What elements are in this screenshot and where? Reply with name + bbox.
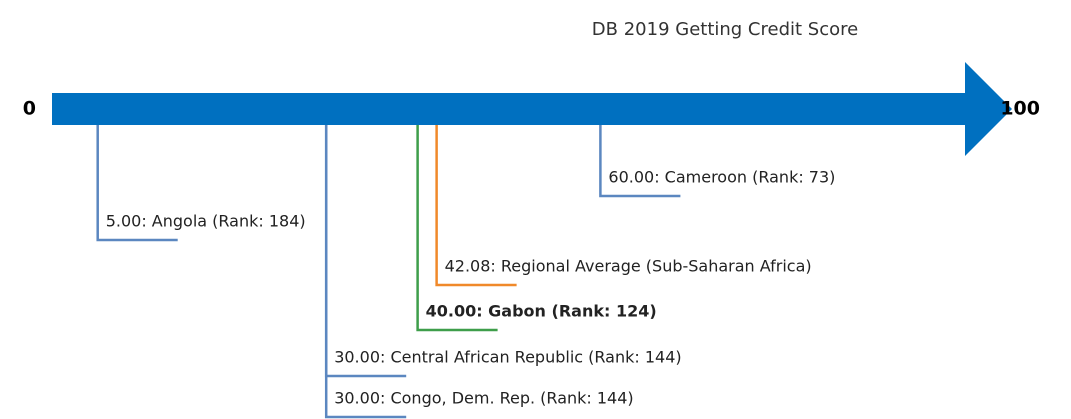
scale-arrow: [52, 62, 1012, 156]
marker-line: [599, 125, 681, 198]
marker-line: [324, 125, 407, 419]
marker-label: 30.00: Congo, Dem. Rep. (Rank: 144): [334, 389, 633, 408]
marker-line: [435, 125, 517, 287]
end-label: 0: [23, 98, 36, 120]
chart-title: DB 2019 Getting Credit Score: [592, 19, 858, 40]
marker-line: [324, 125, 407, 378]
marker-line: [416, 125, 498, 332]
marker-label: 60.00: Cameroon (Rank: 73): [608, 168, 835, 187]
marker-label: 30.00: Central African Republic (Rank: 1…: [334, 348, 681, 367]
marker-line: [96, 125, 178, 242]
marker-label: 42.08: Regional Average (Sub-Saharan Afr…: [445, 257, 812, 276]
marker-label: 5.00: Angola (Rank: 184): [106, 212, 306, 231]
end-label: 100: [1000, 98, 1040, 120]
marker-label: 40.00: Gabon (Rank: 124): [426, 302, 657, 321]
